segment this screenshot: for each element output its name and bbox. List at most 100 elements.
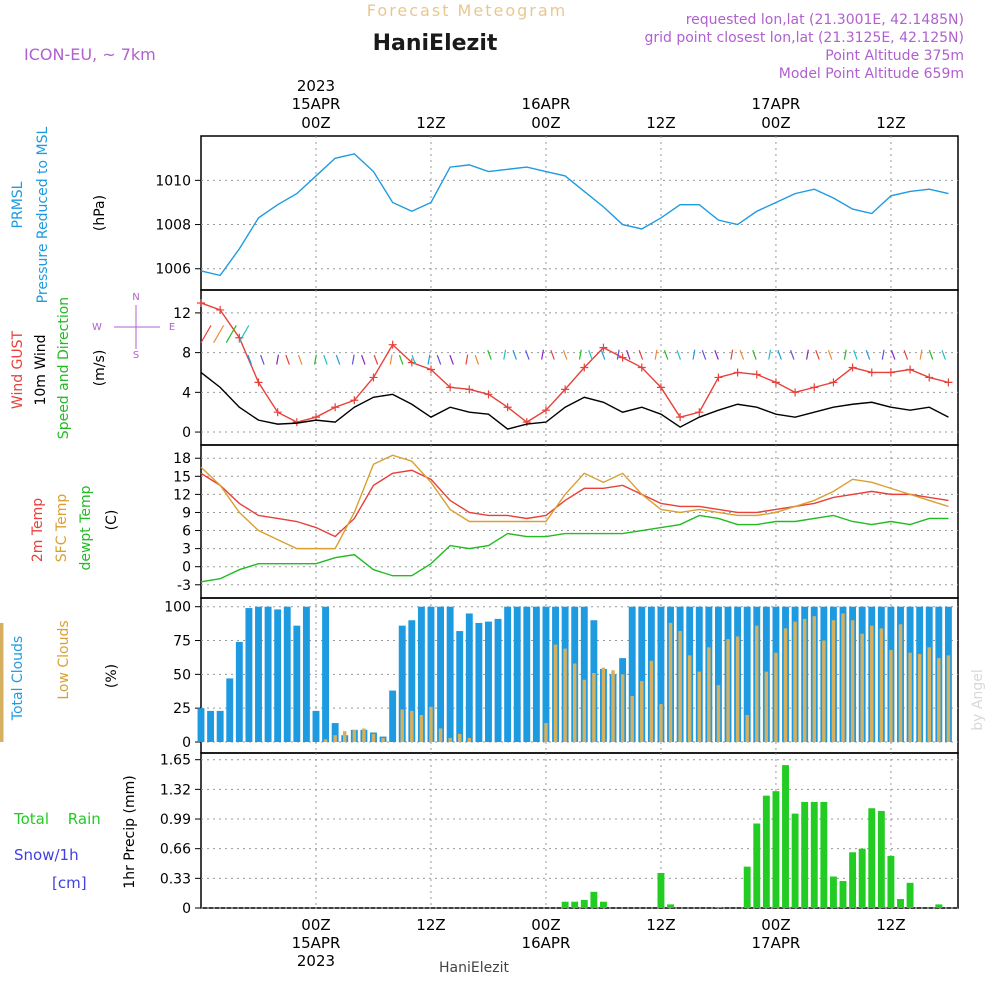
low_cloud-bar: [592, 673, 596, 742]
ytick-label-4-4: 1.32: [160, 782, 191, 798]
gust-point: [944, 378, 953, 387]
ytick-label-2-4: 9: [182, 505, 191, 521]
low_cloud-bar: [649, 660, 654, 742]
wind-direction-arrow: [389, 354, 393, 365]
wind-direction-arrow: [525, 349, 530, 360]
low_cloud-bar: [783, 628, 788, 742]
rain-bar: [858, 848, 866, 908]
low_cloud-bar: [860, 633, 864, 742]
compass-w: W: [92, 322, 102, 333]
wind-direction-arrow: [285, 354, 290, 365]
wind-direction-arrow: [512, 349, 517, 360]
top-time-label-1: 12Z: [416, 114, 445, 132]
gust-point: [925, 373, 934, 382]
rain-bar: [743, 866, 751, 908]
wind-direction-arrow: [260, 354, 265, 365]
pressure-label-1: PRMSL: [10, 181, 26, 228]
ytick-label-2-6: 15: [173, 469, 191, 485]
pressure-label-2: Pressure Reduced to MSL: [35, 126, 51, 303]
ytick-label-0-1: 1008: [155, 218, 191, 234]
rain-bar: [820, 801, 828, 908]
total_cloud-bar: [465, 613, 473, 742]
low_cloud-bar: [563, 648, 567, 742]
panel-frame-0: [200, 135, 959, 291]
wind-direction-arrow: [238, 325, 250, 343]
total_cloud-bar: [446, 606, 454, 742]
rain-bar: [590, 891, 598, 908]
low_cloud-bar: [908, 652, 912, 742]
gust-point: [810, 383, 819, 392]
gust-point: [216, 305, 225, 314]
wind-label: 10m Wind: [33, 334, 49, 405]
rain-bar: [600, 901, 607, 908]
low_cloud-bar: [687, 655, 692, 742]
station-title: HaniElezit: [373, 31, 498, 56]
low_cloud-bar: [678, 631, 682, 742]
gust-point: [561, 385, 570, 394]
wind-direction-arrow: [313, 354, 317, 365]
low_cloud-bar: [611, 670, 615, 742]
wind-direction-arrow: [200, 325, 212, 343]
low_cloud-bar: [429, 706, 433, 742]
wind-direction-arrow: [550, 349, 555, 360]
wind-direction-arrow: [739, 349, 745, 360]
low_cloud-bar: [726, 639, 730, 742]
gust-point: [388, 340, 397, 349]
pressure-unit: (hPa): [92, 195, 108, 231]
wind-direction-arrow: [789, 349, 795, 360]
rain-bar: [906, 882, 914, 908]
low_cloud-bar: [841, 613, 845, 742]
gust-point: [465, 385, 474, 394]
top-year-label-0: 2023: [297, 77, 335, 95]
total_cloud-bar: [283, 606, 291, 742]
low_cloud-bar: [438, 728, 443, 742]
total_cloud-bar: [532, 606, 540, 742]
series-dewpt: [200, 514, 949, 583]
low_cloud-bar: [630, 696, 634, 742]
series-gust: [200, 302, 949, 423]
low_cloud-bar: [457, 733, 462, 742]
gust-point: [484, 390, 493, 399]
gust-point: [695, 408, 704, 417]
rain-bar: [657, 872, 665, 908]
low_cloud-bar: [467, 737, 472, 742]
total-cloud-label: Total Clouds: [10, 636, 26, 721]
total_cloud-bar: [226, 678, 234, 742]
ytick-label-4-1: 0.33: [160, 871, 191, 887]
rain-bar: [839, 881, 847, 908]
wind-direction-arrow: [297, 354, 303, 365]
low_cloud-bar: [850, 620, 855, 742]
top-time-label-5: 12Z: [876, 114, 905, 132]
total_cloud-bar: [542, 606, 550, 742]
total_cloud-bar: [427, 606, 435, 742]
ytick-label-1-2: 8: [182, 346, 191, 362]
temp-unit: (C): [104, 510, 120, 531]
top-time-label-4: 00Z: [761, 114, 790, 132]
wind-direction-arrow: [676, 349, 681, 360]
low_cloud-bar: [553, 644, 558, 742]
low_cloud-bar: [419, 714, 424, 742]
wind-direction-arrow: [588, 349, 593, 360]
rain-bar: [897, 899, 904, 908]
precip-label: 1hr Precip (mm): [122, 775, 138, 888]
gust-point: [369, 373, 378, 382]
wind-direction-arrow: [578, 349, 582, 360]
footer-station: HaniElezit: [439, 960, 509, 976]
gust-point: [771, 378, 780, 387]
ytick-label-2-3: 6: [182, 524, 191, 540]
ytick-label-3-2: 50: [173, 667, 191, 683]
total_cloud-bar: [389, 690, 397, 742]
gust-point: [906, 365, 915, 374]
ytick-label-4-2: 0.66: [160, 842, 191, 858]
wind-direction-arrow: [654, 349, 658, 360]
gust-point: [599, 343, 608, 352]
total_cloud-bar: [235, 641, 243, 742]
wind-direction-arrow: [474, 354, 480, 365]
bottom-date-label-0: 15APR: [292, 934, 341, 952]
ytick-label-2-2: 3: [182, 542, 191, 558]
low_cloud-bar: [774, 652, 778, 742]
total_cloud-bar: [302, 606, 310, 742]
wind-direction-arrow: [777, 349, 782, 360]
wind-direction-arrow: [427, 354, 431, 365]
total_cloud-bar: [293, 625, 301, 742]
